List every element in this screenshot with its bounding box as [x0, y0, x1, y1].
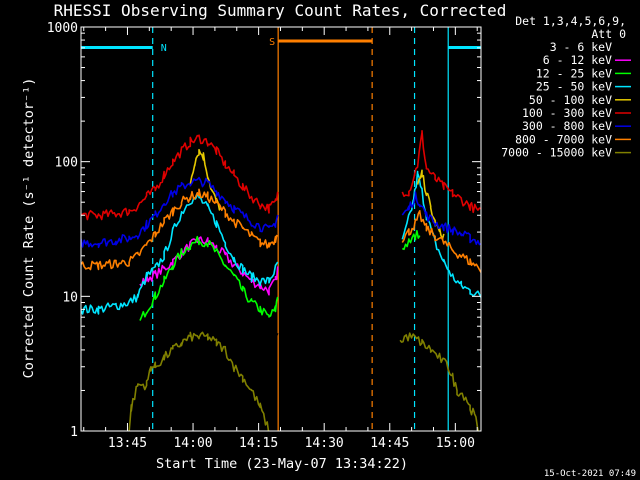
- flag-label-s: S: [269, 37, 275, 48]
- legend-header-line: Att 0: [591, 27, 626, 41]
- y-axis: 1 10 100 1000: [47, 21, 481, 440]
- legend-label-1: 6 - 12 keV: [543, 53, 612, 67]
- x-axis: 13:45 14:00 14:15 14:30 14:45 15:00: [83, 27, 478, 451]
- series-line-1: [139, 236, 279, 296]
- x-tick-label: 14:00: [173, 436, 212, 451]
- legend-label-3: 25 - 50 keV: [536, 80, 612, 94]
- footer-timestamp: 15-Oct-2021 07:49: [544, 469, 636, 479]
- series-line-5: [81, 130, 481, 221]
- plot-border: [80, 26, 482, 432]
- legend-label-5: 100 - 300 keV: [522, 106, 612, 120]
- series-line-7: [81, 188, 481, 273]
- series-line-2: [139, 230, 421, 321]
- y-tick-label: 10: [62, 290, 78, 305]
- series-line-3: [81, 170, 481, 315]
- y-tick-label: 1000: [47, 21, 78, 36]
- data-series: [81, 130, 481, 431]
- plot-frame: [80, 26, 482, 432]
- legend-label-2: 12 - 25 keV: [536, 66, 612, 80]
- legend-label-8: 7000 - 15000 keV: [501, 146, 612, 160]
- legend-label-6: 300 - 800 keV: [522, 119, 612, 133]
- legend-label-4: 50 - 100 keV: [529, 93, 612, 107]
- series-line-8: [128, 331, 480, 431]
- chart-title: RHESSI Observing Summary Count Rates, Co…: [54, 1, 507, 20]
- y-tick-label: 1: [70, 425, 78, 440]
- x-axis-title: Start Time (23-May-07 13:34:22): [156, 456, 408, 472]
- y-axis-title: Corrected Count Rate (s⁻¹ detector⁻¹): [21, 78, 37, 379]
- x-tick-label: 14:45: [370, 436, 409, 451]
- series-line-0: [139, 262, 421, 362]
- legend-label-7: 800 - 7000 keV: [515, 132, 612, 146]
- x-tick-label: 14:30: [305, 436, 344, 451]
- legend-header-line: Det 1,3,4,5,6,9,: [515, 14, 626, 28]
- series-line-6: [81, 176, 481, 249]
- x-tick-label: 15:00: [436, 436, 475, 451]
- flag-label-n: N: [161, 43, 167, 54]
- y-tick-label: 100: [55, 156, 78, 171]
- x-tick-label: 13:45: [108, 436, 147, 451]
- x-tick-label: 14:15: [239, 436, 278, 451]
- legend-label-0: 3 - 6 keV: [550, 40, 612, 54]
